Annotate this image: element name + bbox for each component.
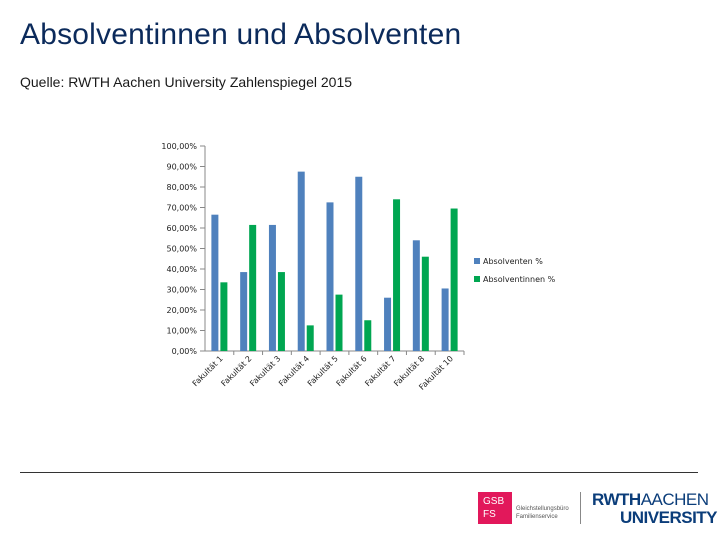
- bar-absolventen: [326, 202, 334, 351]
- bar-absolventinnen: [364, 320, 372, 351]
- y-tick-label: 10,00%: [166, 327, 197, 336]
- bar-absolventinnen: [450, 208, 458, 351]
- gsb-logo: GSB FS: [478, 492, 512, 524]
- bar-absolventen: [384, 297, 392, 351]
- y-tick-label: 60,00%: [166, 224, 197, 233]
- bar-absolventen: [240, 272, 248, 351]
- bar-absolventinnen: [277, 272, 285, 351]
- bar-absolventinnen: [421, 256, 429, 351]
- bar-absolventinnen: [220, 282, 228, 351]
- bar-absolventen: [355, 176, 363, 351]
- gsb-logo-line1: GSB: [483, 496, 505, 507]
- gsb-logo-line2: FS: [483, 509, 496, 520]
- rwth-logo-bold: RWTH: [592, 490, 641, 509]
- bar-absolventinnen: [306, 325, 314, 351]
- bar-absolventen: [412, 240, 420, 351]
- legend-label: Absolventen %: [483, 257, 543, 266]
- gsb-text-line1: Gleichstellungsbüro: [516, 506, 569, 512]
- bar-absolventen: [441, 288, 449, 351]
- y-tick-label: 100,00%: [161, 142, 197, 151]
- bar-absolventen: [211, 214, 219, 351]
- rwth-logo-light: AACHEN: [640, 490, 709, 509]
- y-tick-label: 90,00%: [166, 163, 197, 172]
- rwth-logo: RWTHAACHEN: [592, 491, 709, 508]
- y-tick-label: 0,00%: [172, 347, 198, 356]
- y-tick-label: 50,00%: [166, 245, 197, 254]
- gsb-text-line2: Familienservice: [516, 514, 558, 520]
- bar-absolventinnen: [393, 199, 401, 351]
- bar-absolventen: [268, 224, 276, 351]
- gsb-logo-text: Gleichstellungsbüro Familienservice: [516, 505, 569, 521]
- bar-chart: 0,00% 10,00% 20,00% 30,00% 40,00% 50,00% 60,00…: [161, 142, 556, 392]
- source-caption: Quelle: RWTH Aachen University Zahlenspi…: [20, 74, 353, 90]
- slide-title: Absolventinnen und Absolventen: [20, 18, 462, 51]
- legend-label: Absolventinnen %: [483, 275, 556, 284]
- bar-absolventinnen: [335, 294, 343, 351]
- y-tick-label: 40,00%: [166, 265, 197, 274]
- bar-absolventinnen: [249, 224, 257, 351]
- footer-divider: [20, 472, 698, 473]
- bar-absolventen: [297, 171, 305, 351]
- y-tick-label: 30,00%: [166, 286, 197, 295]
- y-tick-label: 20,00%: [166, 306, 197, 315]
- y-tick-label: 80,00%: [166, 183, 197, 192]
- logo-divider: [580, 492, 581, 524]
- legend-swatch: [474, 276, 480, 282]
- y-tick-label: 70,00%: [166, 204, 197, 213]
- rwth-logo-university: UNIVERSITY: [620, 508, 718, 527]
- legend-swatch: [474, 258, 480, 264]
